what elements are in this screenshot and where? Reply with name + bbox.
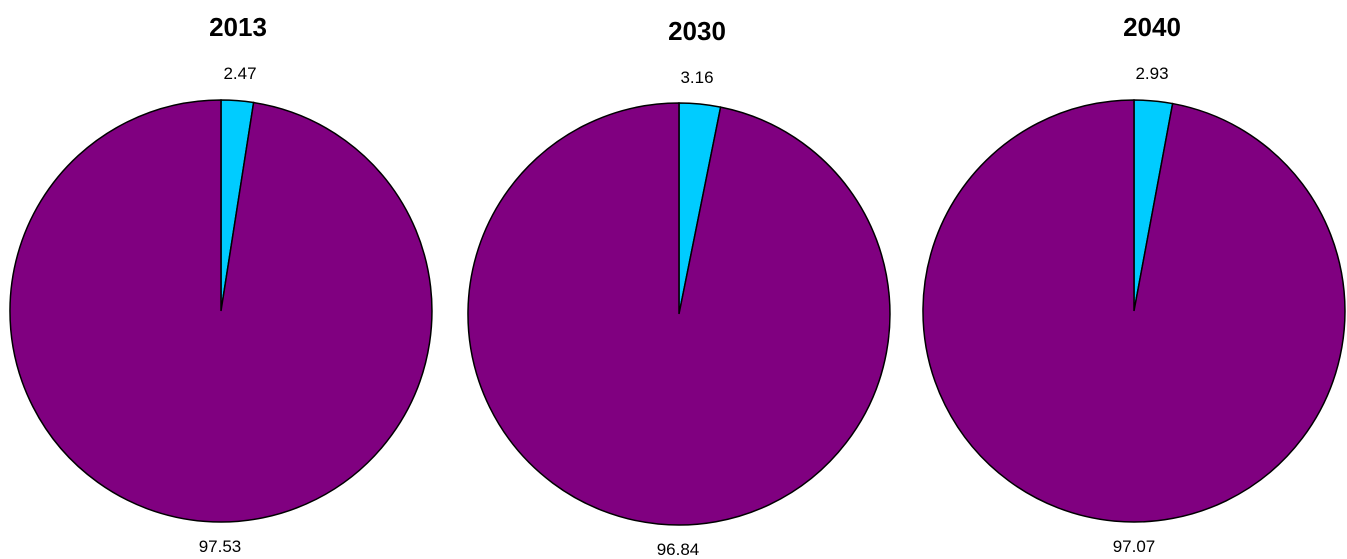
chart-title: 2013 — [209, 12, 267, 42]
pie-slices — [9, 99, 433, 523]
pie-slice-2 — [922, 99, 1346, 523]
pie-slice-2 — [9, 99, 433, 523]
data-label-slice-2: 97.07 — [1113, 537, 1156, 556]
data-label-slice-1: 3.16 — [680, 68, 713, 87]
data-label-slice-2: 97.53 — [199, 537, 242, 556]
pie-slices — [922, 99, 1346, 523]
pie-slices — [467, 102, 891, 526]
pie-slice-2 — [467, 102, 891, 526]
data-label-slice-1: 2.47 — [223, 64, 256, 83]
chart-title: 2040 — [1123, 12, 1181, 42]
pie-chart-2013: 2013 2.47 97.53 — [9, 12, 433, 556]
pie-chart-2040: 2040 2.93 97.07 — [922, 12, 1346, 556]
chart-title: 2030 — [668, 16, 726, 46]
data-label-slice-2: 96.84 — [657, 540, 700, 559]
data-label-slice-1: 2.93 — [1135, 64, 1168, 83]
pie-chart-2030: 2030 3.16 96.84 — [467, 16, 891, 559]
